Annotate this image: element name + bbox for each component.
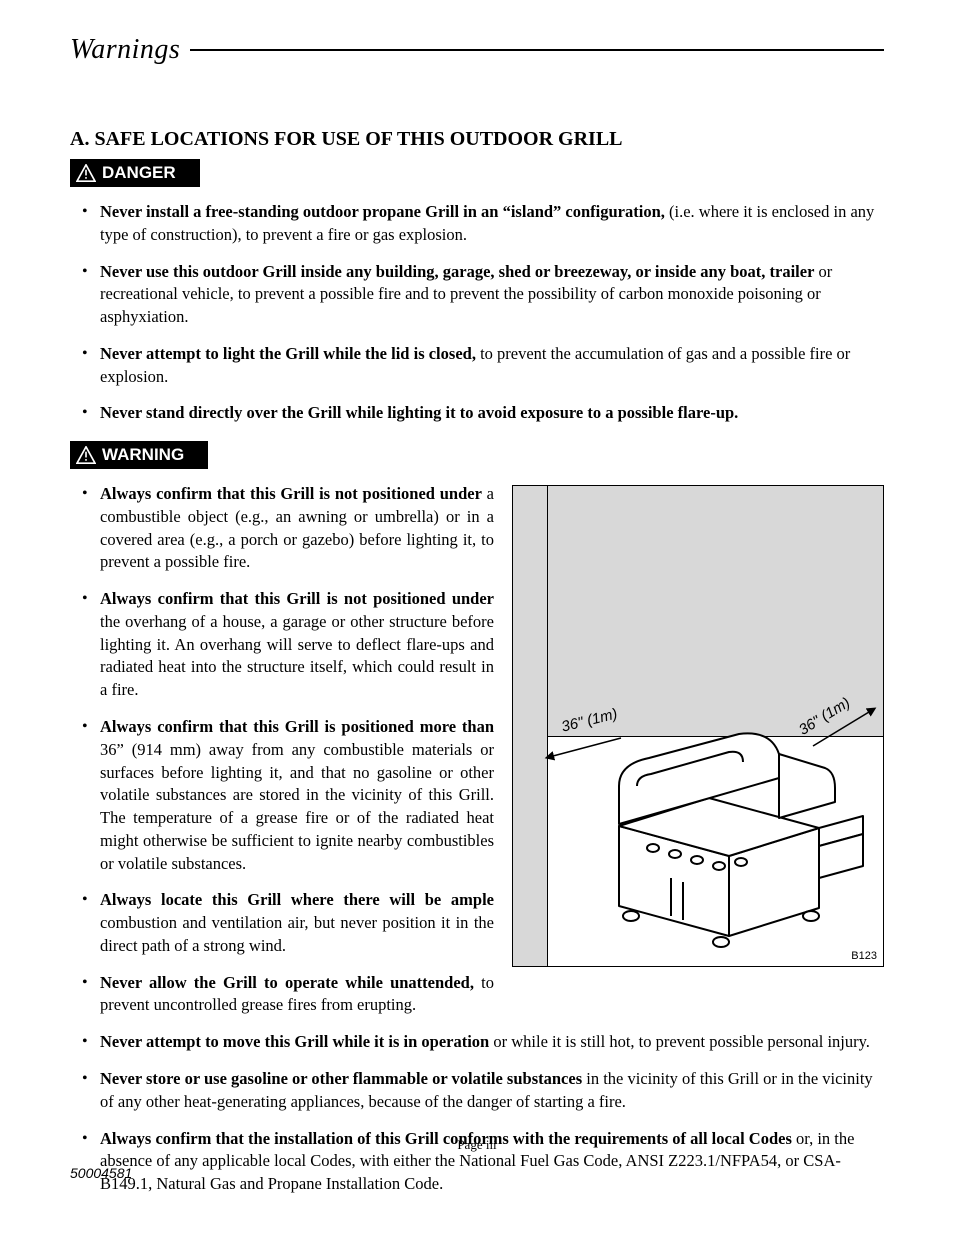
section-title: A. SAFE LOCATIONS FOR USE OF THIS OUTDOO… [70, 128, 884, 151]
list-item: Never stand directly over the Grill whil… [70, 402, 884, 425]
danger-list: Never install a free-standing outdoor pr… [70, 201, 884, 425]
list-item: Always confirm that this Grill is not po… [70, 588, 494, 702]
warning-left-list: Always confirm that this Grill is not po… [70, 483, 494, 1017]
document-number: 50004581 [70, 1165, 132, 1181]
alert-triangle-icon [76, 446, 96, 464]
header-rule [190, 49, 884, 51]
list-item-bold: Never stand directly over the Grill whil… [100, 403, 738, 422]
page-number: Page iii [0, 1137, 954, 1153]
side-wall [513, 486, 548, 966]
warning-two-col: Always confirm that this Grill is not po… [70, 483, 884, 1031]
clearance-figure: 36" (1m) 36" (1m) [512, 485, 884, 967]
list-item: Always confirm that this Grill is not po… [70, 483, 494, 574]
list-item-rest: the overhang of a house, a garage or oth… [100, 612, 494, 699]
list-item: Never store or use gasoline or other fla… [70, 1068, 884, 1114]
alert-triangle-icon [76, 164, 96, 182]
danger-badge: DANGER [70, 159, 200, 187]
list-item-bold: Never allow the Grill to operate while u… [100, 973, 474, 992]
list-item: Never allow the Grill to operate while u… [70, 972, 494, 1018]
list-item-rest: combustion and ventilation air, but neve… [100, 913, 494, 955]
list-item-bold: Never store or use gasoline or other fla… [100, 1069, 582, 1088]
warning-badge: WARNING [70, 441, 208, 469]
warning-below-list: Never attempt to move this Grill while i… [70, 1031, 884, 1196]
list-item-rest: 36” (914 mm) away from any combustible m… [100, 740, 494, 873]
list-item-bold: Always confirm that this Grill is not po… [100, 484, 482, 503]
list-item-bold: Never install a free-standing outdoor pr… [100, 202, 665, 221]
manual-page: Warnings A. SAFE LOCATIONS FOR USE OF TH… [0, 0, 954, 1235]
list-item-bold: Never attempt to move this Grill while i… [100, 1032, 489, 1051]
list-item: Always locate this Grill where there wil… [70, 889, 494, 957]
page-header: Warnings [70, 34, 884, 66]
warning-left-column: Always confirm that this Grill is not po… [70, 483, 494, 1031]
list-item-rest: or while it is still hot, to prevent pos… [489, 1032, 870, 1051]
warning-label: WARNING [102, 445, 184, 465]
grill-illustration [579, 716, 869, 956]
header-title: Warnings [70, 34, 190, 66]
list-item: Never use this outdoor Grill inside any … [70, 261, 884, 329]
list-item: Never attempt to light the Grill while t… [70, 343, 884, 389]
list-item-bold: Never use this outdoor Grill inside any … [100, 262, 814, 281]
list-item-bold: Always confirm that this Grill is not po… [100, 589, 494, 608]
danger-label: DANGER [102, 163, 176, 183]
back-wall [547, 486, 883, 737]
list-item: Never attempt to move this Grill while i… [70, 1031, 884, 1054]
list-item-bold: Always locate this Grill where there wil… [100, 890, 494, 909]
list-item-bold: Always confirm that this Grill is positi… [100, 717, 494, 736]
list-item: Never install a free-standing outdoor pr… [70, 201, 884, 247]
list-item: Always confirm that this Grill is positi… [70, 716, 494, 875]
list-item-bold: Never attempt to light the Grill while t… [100, 344, 476, 363]
figure-tag: B123 [851, 950, 877, 962]
